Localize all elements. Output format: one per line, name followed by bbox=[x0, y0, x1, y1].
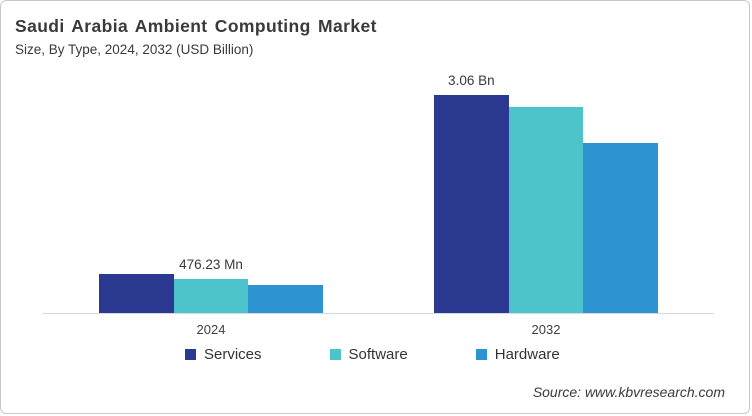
legend: Services Software Hardware bbox=[185, 346, 560, 363]
source-text: Source: www.kbvresearch.com bbox=[532, 384, 725, 400]
legend-swatch-hardware-icon bbox=[475, 349, 487, 360]
legend-label-services: Services bbox=[204, 346, 262, 363]
legend-swatch-services-icon bbox=[185, 349, 196, 360]
bar-services-2032 bbox=[434, 95, 509, 313]
bar-services-2024 bbox=[99, 273, 174, 313]
bar-software-2032 bbox=[508, 107, 584, 313]
x-tick-2024: 2024 bbox=[196, 322, 226, 337]
bar-value-label-services-2032: 3.06 Bn bbox=[448, 73, 495, 89]
bar-hardware-2024 bbox=[248, 285, 323, 313]
legend-item-software: Software bbox=[329, 346, 408, 363]
x-tick-2032: 2032 bbox=[531, 322, 561, 337]
bar-software-2024 bbox=[173, 279, 249, 313]
page-title: Saudi Arabia Ambient Computing Market bbox=[15, 16, 377, 36]
page-subtitle: Size, By Type, 2024, 2032 (USD Billion) bbox=[15, 42, 254, 57]
legend-label-hardware: Hardware bbox=[494, 346, 560, 363]
legend-label-software: Software bbox=[348, 346, 408, 363]
legend-item-services: Services bbox=[185, 346, 262, 363]
legend-swatch-software-icon bbox=[329, 349, 341, 360]
bar-hardware-2032 bbox=[583, 142, 658, 313]
x-axis-line bbox=[43, 313, 714, 314]
bar-value-label-software-2024: 476.23 Mn bbox=[179, 257, 243, 273]
legend-item-hardware: Hardware bbox=[475, 346, 560, 363]
